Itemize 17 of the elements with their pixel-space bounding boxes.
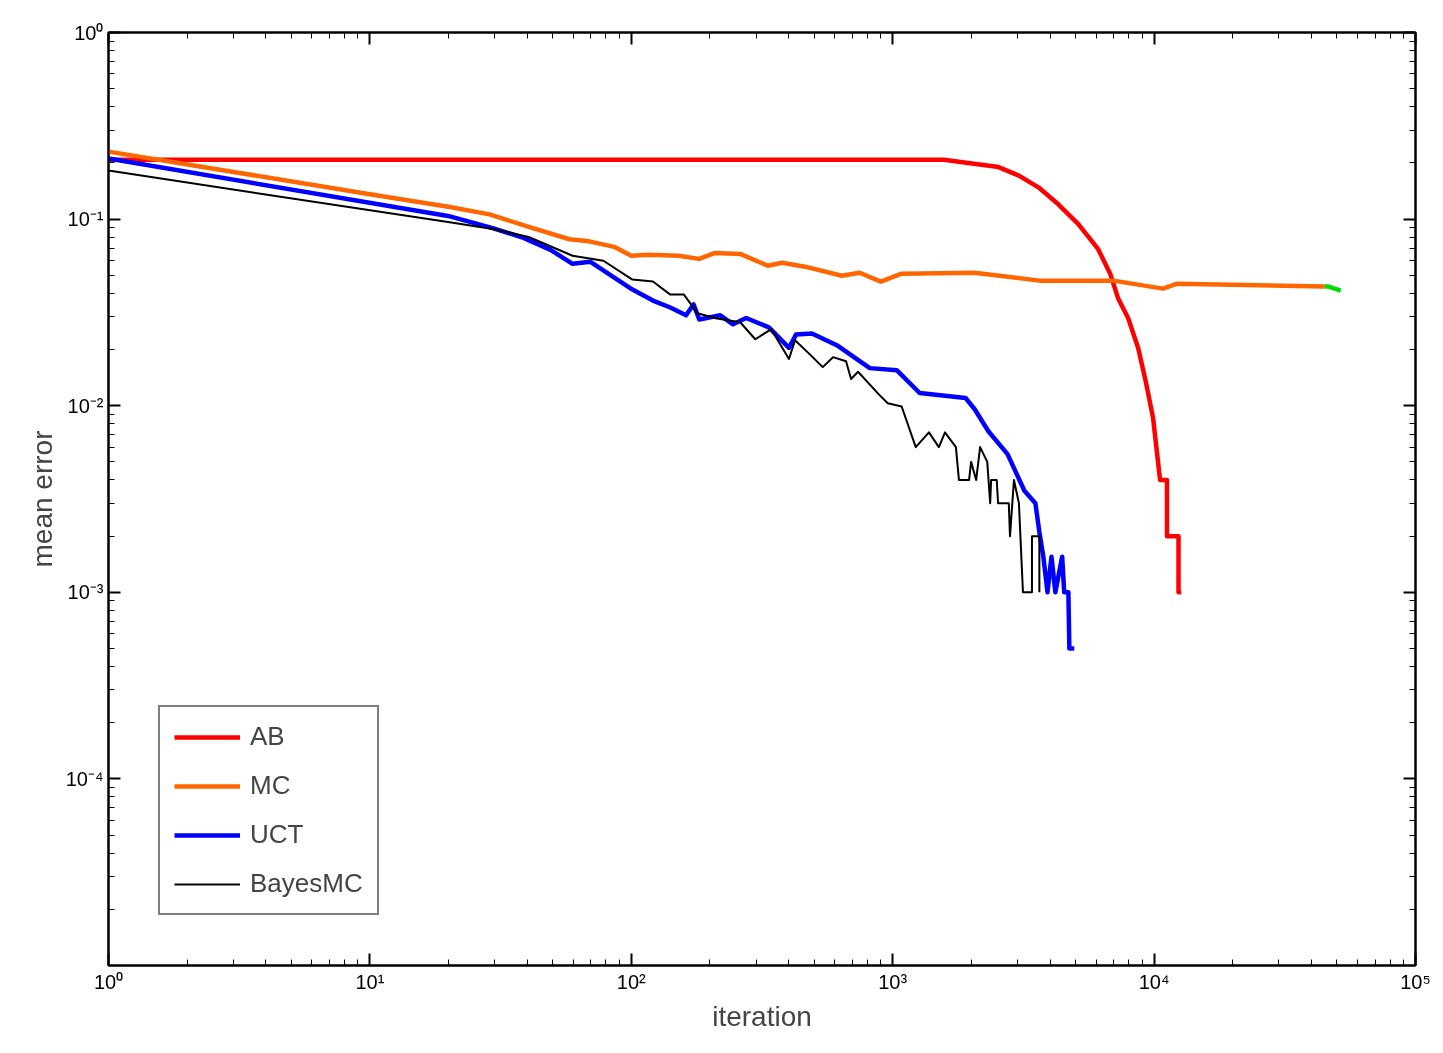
x-tick-label: 10⁵ bbox=[1400, 970, 1431, 993]
y-tick-label: 10⁻¹ bbox=[67, 208, 104, 231]
legend-label: MC bbox=[250, 770, 291, 801]
x-tick-label: 10⁰ bbox=[93, 970, 124, 993]
x-tick-label: 10³ bbox=[878, 970, 908, 993]
y-tick-label: 10⁰ bbox=[74, 21, 104, 44]
x-tick-label: 10¹ bbox=[355, 970, 385, 993]
y-tick-label: 10⁻⁴ bbox=[65, 767, 104, 790]
x-tick-label: 10⁴ bbox=[1138, 970, 1170, 993]
legend-label: BayesMC bbox=[250, 868, 363, 899]
x-axis-title: iteration bbox=[712, 1000, 812, 1032]
y-tick-label: 10⁻² bbox=[67, 394, 104, 417]
legend-label: AB bbox=[250, 721, 285, 752]
legend-label: UCT bbox=[250, 819, 304, 850]
y-axis-title: mean error bbox=[26, 430, 58, 568]
y-tick-label: 10⁻³ bbox=[67, 581, 104, 604]
x-tick-label: 10² bbox=[616, 970, 647, 993]
